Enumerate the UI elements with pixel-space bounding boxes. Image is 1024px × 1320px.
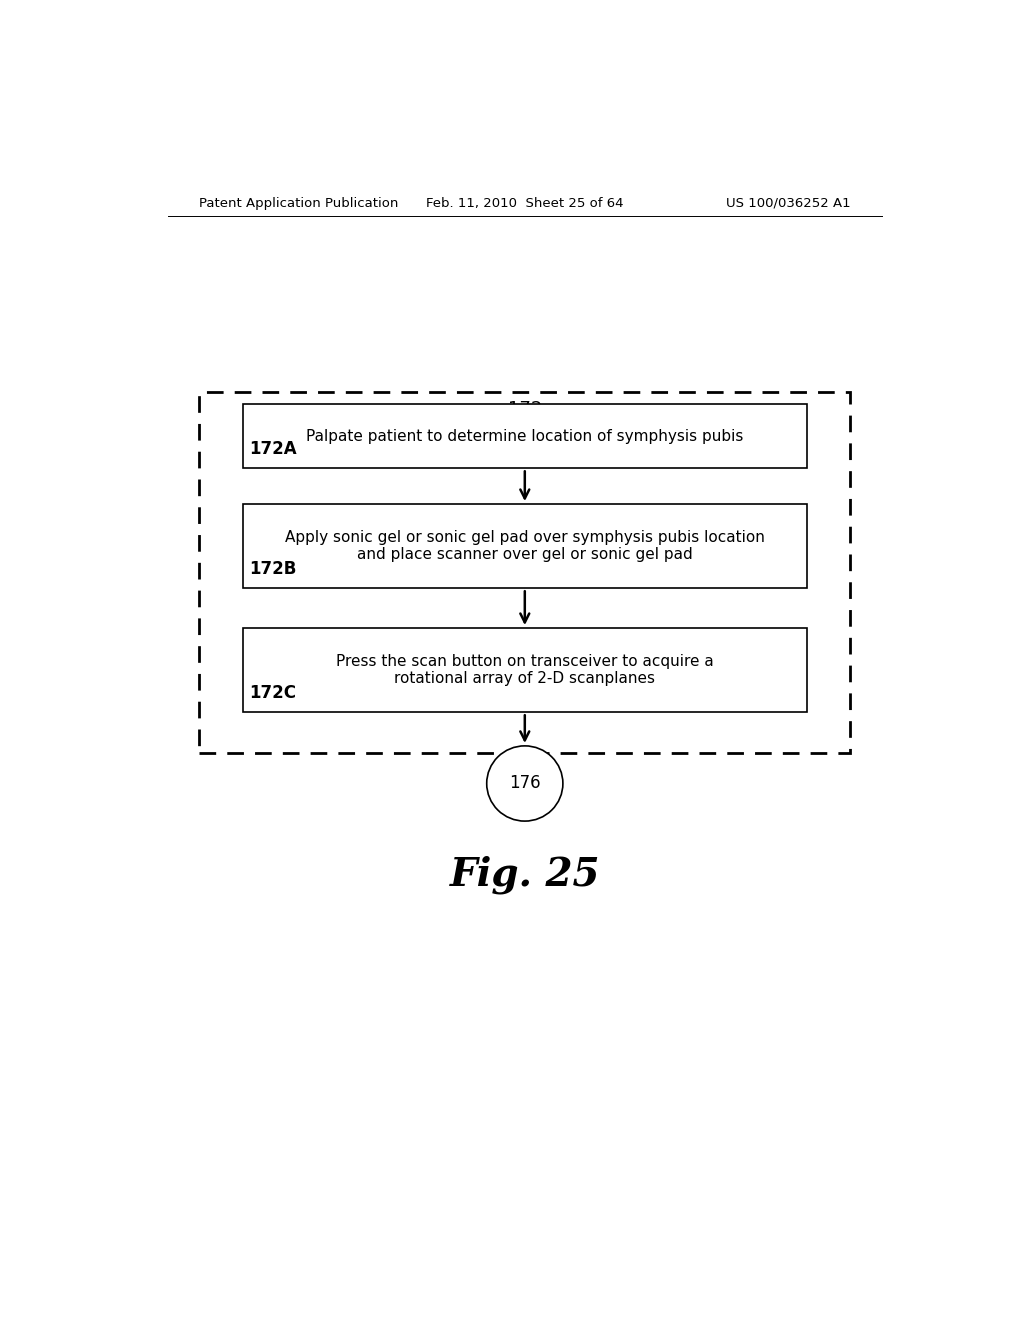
Bar	[243, 628, 807, 713]
Text: 176: 176	[509, 775, 541, 792]
Bar	[243, 504, 807, 589]
Bar	[200, 392, 850, 752]
Text: US 100/036252 A1: US 100/036252 A1	[726, 197, 850, 210]
Text: Apply sonic gel or sonic gel pad over symphysis pubis location
and place scanner: Apply sonic gel or sonic gel pad over sy…	[285, 529, 765, 562]
Text: Press the scan button on transceiver to acquire a
rotational array of 2-D scanpl: Press the scan button on transceiver to …	[336, 653, 714, 686]
Text: Palpate patient to determine location of symphysis pubis: Palpate patient to determine location of…	[306, 429, 743, 444]
Text: 172A: 172A	[250, 441, 297, 458]
Text: Patent Application Publication: Patent Application Publication	[200, 197, 398, 210]
Text: 172C: 172C	[250, 684, 296, 702]
Text: 172B: 172B	[250, 560, 297, 578]
Text: Feb. 11, 2010  Sheet 25 of 64: Feb. 11, 2010 Sheet 25 of 64	[426, 197, 624, 210]
Ellipse shape	[486, 746, 563, 821]
Bar	[243, 404, 807, 469]
Text: 172: 172	[508, 400, 542, 418]
Text: Fig. 25: Fig. 25	[450, 855, 600, 894]
